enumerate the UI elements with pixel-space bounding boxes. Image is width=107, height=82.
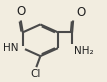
Text: O: O (76, 6, 85, 19)
Text: NH₂: NH₂ (74, 46, 93, 56)
Text: Cl: Cl (31, 69, 41, 79)
Text: HN: HN (3, 43, 19, 53)
Text: O: O (16, 5, 25, 18)
